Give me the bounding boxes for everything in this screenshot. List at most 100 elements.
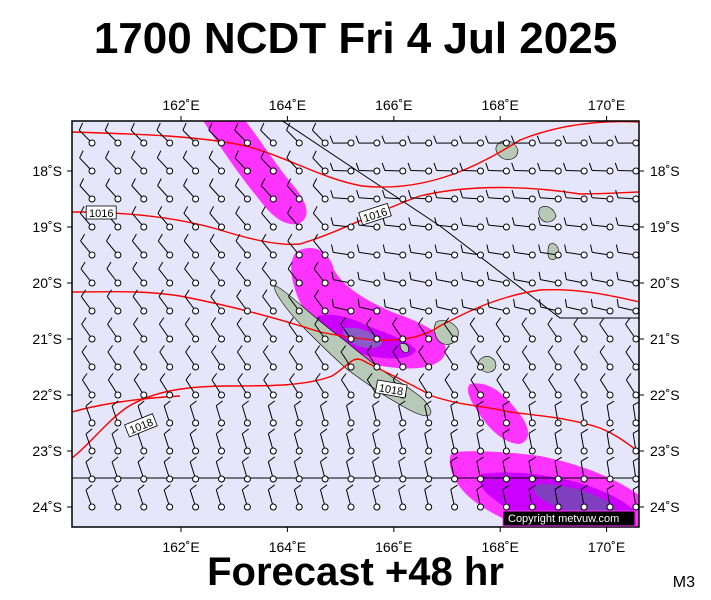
wind-barb [209, 206, 225, 231]
wind-barb [418, 373, 433, 399]
axis-ticks: 162˚E 162˚E 164˚E 164˚E 166˚E 166˚E 168˚E 168˚E… [32, 97, 679, 555]
wind-barb [340, 373, 355, 399]
wind-barb [356, 244, 381, 259]
wind-barb [408, 244, 433, 259]
y-tick-label-right: 21˚S [650, 331, 680, 347]
wind-barb [288, 317, 303, 343]
wind-barb [616, 298, 639, 315]
wind-barb [208, 150, 225, 175]
wind-barb [562, 135, 588, 147]
wind-barb [183, 233, 200, 259]
wind-barb [111, 428, 122, 455]
wind-barb [241, 400, 251, 427]
wind-barb [293, 484, 303, 511]
wind-barb [450, 484, 459, 511]
wind-barb [286, 150, 303, 175]
wind-barb [434, 217, 459, 231]
forecast-label: Forecast +48 hr [207, 550, 504, 594]
wind-barb [208, 178, 225, 203]
wind-barb [407, 189, 433, 203]
wind-barb [210, 317, 225, 343]
wind-barb [267, 484, 277, 511]
wind-barb [417, 317, 433, 343]
wind-barb [184, 289, 200, 315]
wind-barb [289, 373, 303, 399]
wind-barb [502, 400, 510, 427]
wind-barb [79, 206, 96, 231]
wind-barb [599, 373, 614, 399]
island-malekula [538, 206, 557, 223]
wind-barb [418, 345, 433, 371]
wind-barb [261, 206, 277, 231]
wind-barb [502, 428, 510, 455]
wind-barb [329, 135, 355, 147]
wind-barb [408, 217, 433, 231]
wind-barb [209, 233, 225, 259]
wind-barb [106, 233, 122, 259]
wind-barb [111, 484, 122, 511]
wind-barb [340, 345, 355, 371]
wind-barb [159, 373, 174, 399]
wind-barb [355, 135, 381, 147]
wind-barb [424, 484, 433, 511]
wind-barb [262, 345, 277, 371]
wind-barb [288, 289, 303, 315]
wind-barb [163, 400, 174, 427]
wind-barb [133, 345, 148, 371]
x-tick-label-top: 164˚E [269, 97, 306, 113]
wind-barb [158, 317, 174, 343]
wind-barb [590, 298, 614, 315]
wind-barb [435, 298, 459, 315]
wind-barb [476, 456, 484, 483]
wind-barb [589, 217, 614, 231]
wind-barb [315, 373, 329, 399]
wind-barb [262, 317, 277, 343]
wind-barb [107, 317, 122, 343]
wind-barb [158, 289, 174, 315]
wind-barb [340, 317, 355, 343]
wind-barb [485, 135, 510, 147]
wind-barb [105, 178, 122, 203]
wind-barb [356, 189, 381, 203]
wind-barb [537, 162, 562, 175]
x-tick-label-bottom: 166˚E [375, 539, 412, 555]
wind-barb [215, 456, 225, 483]
wind-barb [521, 317, 536, 343]
wind-barb [625, 373, 639, 399]
wind-barb [106, 289, 122, 315]
wind-barb [564, 271, 588, 287]
wind-barb [267, 400, 277, 427]
wind-barb [293, 428, 303, 455]
wind-barb [312, 178, 329, 203]
wind-barb [85, 456, 96, 483]
x-tick-label-bottom: 164˚E [269, 539, 306, 555]
wind-barb [156, 150, 174, 175]
wind-barb [528, 400, 537, 427]
wind-barb [372, 456, 381, 483]
wind-barb [356, 217, 381, 231]
wind-barb [79, 150, 96, 175]
wind-barb [614, 162, 639, 175]
x-tick-label-bottom: 170˚E [588, 539, 625, 555]
wind-barb [625, 317, 639, 343]
wind-barb [313, 289, 329, 315]
wind-barb [485, 189, 510, 203]
wind-barb [433, 135, 459, 147]
wind-barb [185, 345, 200, 371]
wind-barb [183, 178, 200, 203]
wind-barb [287, 261, 303, 287]
wind-barb [260, 150, 277, 175]
wind-barb [537, 217, 562, 231]
x-tick-label-bottom: 162˚E [162, 539, 199, 555]
wind-barb [288, 345, 303, 371]
wind-barb [536, 135, 562, 147]
wind-barb [502, 484, 510, 511]
wind-barb [564, 244, 588, 259]
wind-barb [588, 162, 614, 175]
y-tick-label-right: 24˚S [650, 499, 680, 515]
wind-barb [262, 289, 277, 315]
wind-barb [443, 317, 459, 343]
wind-barb [511, 162, 536, 175]
wind-barb [131, 206, 148, 231]
wind-barb [330, 244, 355, 259]
